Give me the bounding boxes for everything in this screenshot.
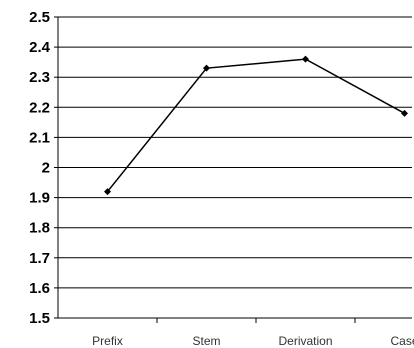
y-tick-label: 1.5: [29, 310, 50, 327]
data-point-stem: [203, 64, 210, 72]
gridlines: [58, 16, 412, 289]
y-tick-label: 2.5: [29, 9, 50, 26]
data-point-case: [401, 109, 408, 117]
x-tick-label: Case: [390, 334, 414, 348]
series-layer: [104, 55, 408, 196]
x-tick-label: Derivation: [278, 334, 332, 348]
x-axis-tick-labels: Prefix Stem Derivation Case: [92, 334, 414, 348]
x-tick-label: Stem: [192, 334, 220, 348]
x-tick-label: Prefix: [92, 334, 123, 348]
y-tick-label: 1.6: [29, 280, 50, 297]
y-axis-tick-labels: 2.5 2.4 2.3 2.2 2.1 2 1.9 1.8 1.7 1.6 1.5: [29, 9, 51, 327]
y-tick-label: 2.4: [29, 39, 51, 56]
series-line: [106, 58, 405, 193]
y-tick-label: 2: [42, 160, 50, 177]
data-point-prefix: [104, 188, 111, 196]
data-point-derivation: [302, 55, 309, 63]
y-tick-label: 2.1: [29, 129, 50, 146]
y-tick-label: 1.7: [29, 250, 50, 267]
axes: [54, 16, 412, 323]
y-tick-label: 1.8: [29, 220, 50, 237]
y-tick-label: 2.3: [29, 69, 50, 86]
y-tick-label: 2.2: [29, 99, 50, 116]
y-tick-label: 1.9: [29, 190, 50, 207]
